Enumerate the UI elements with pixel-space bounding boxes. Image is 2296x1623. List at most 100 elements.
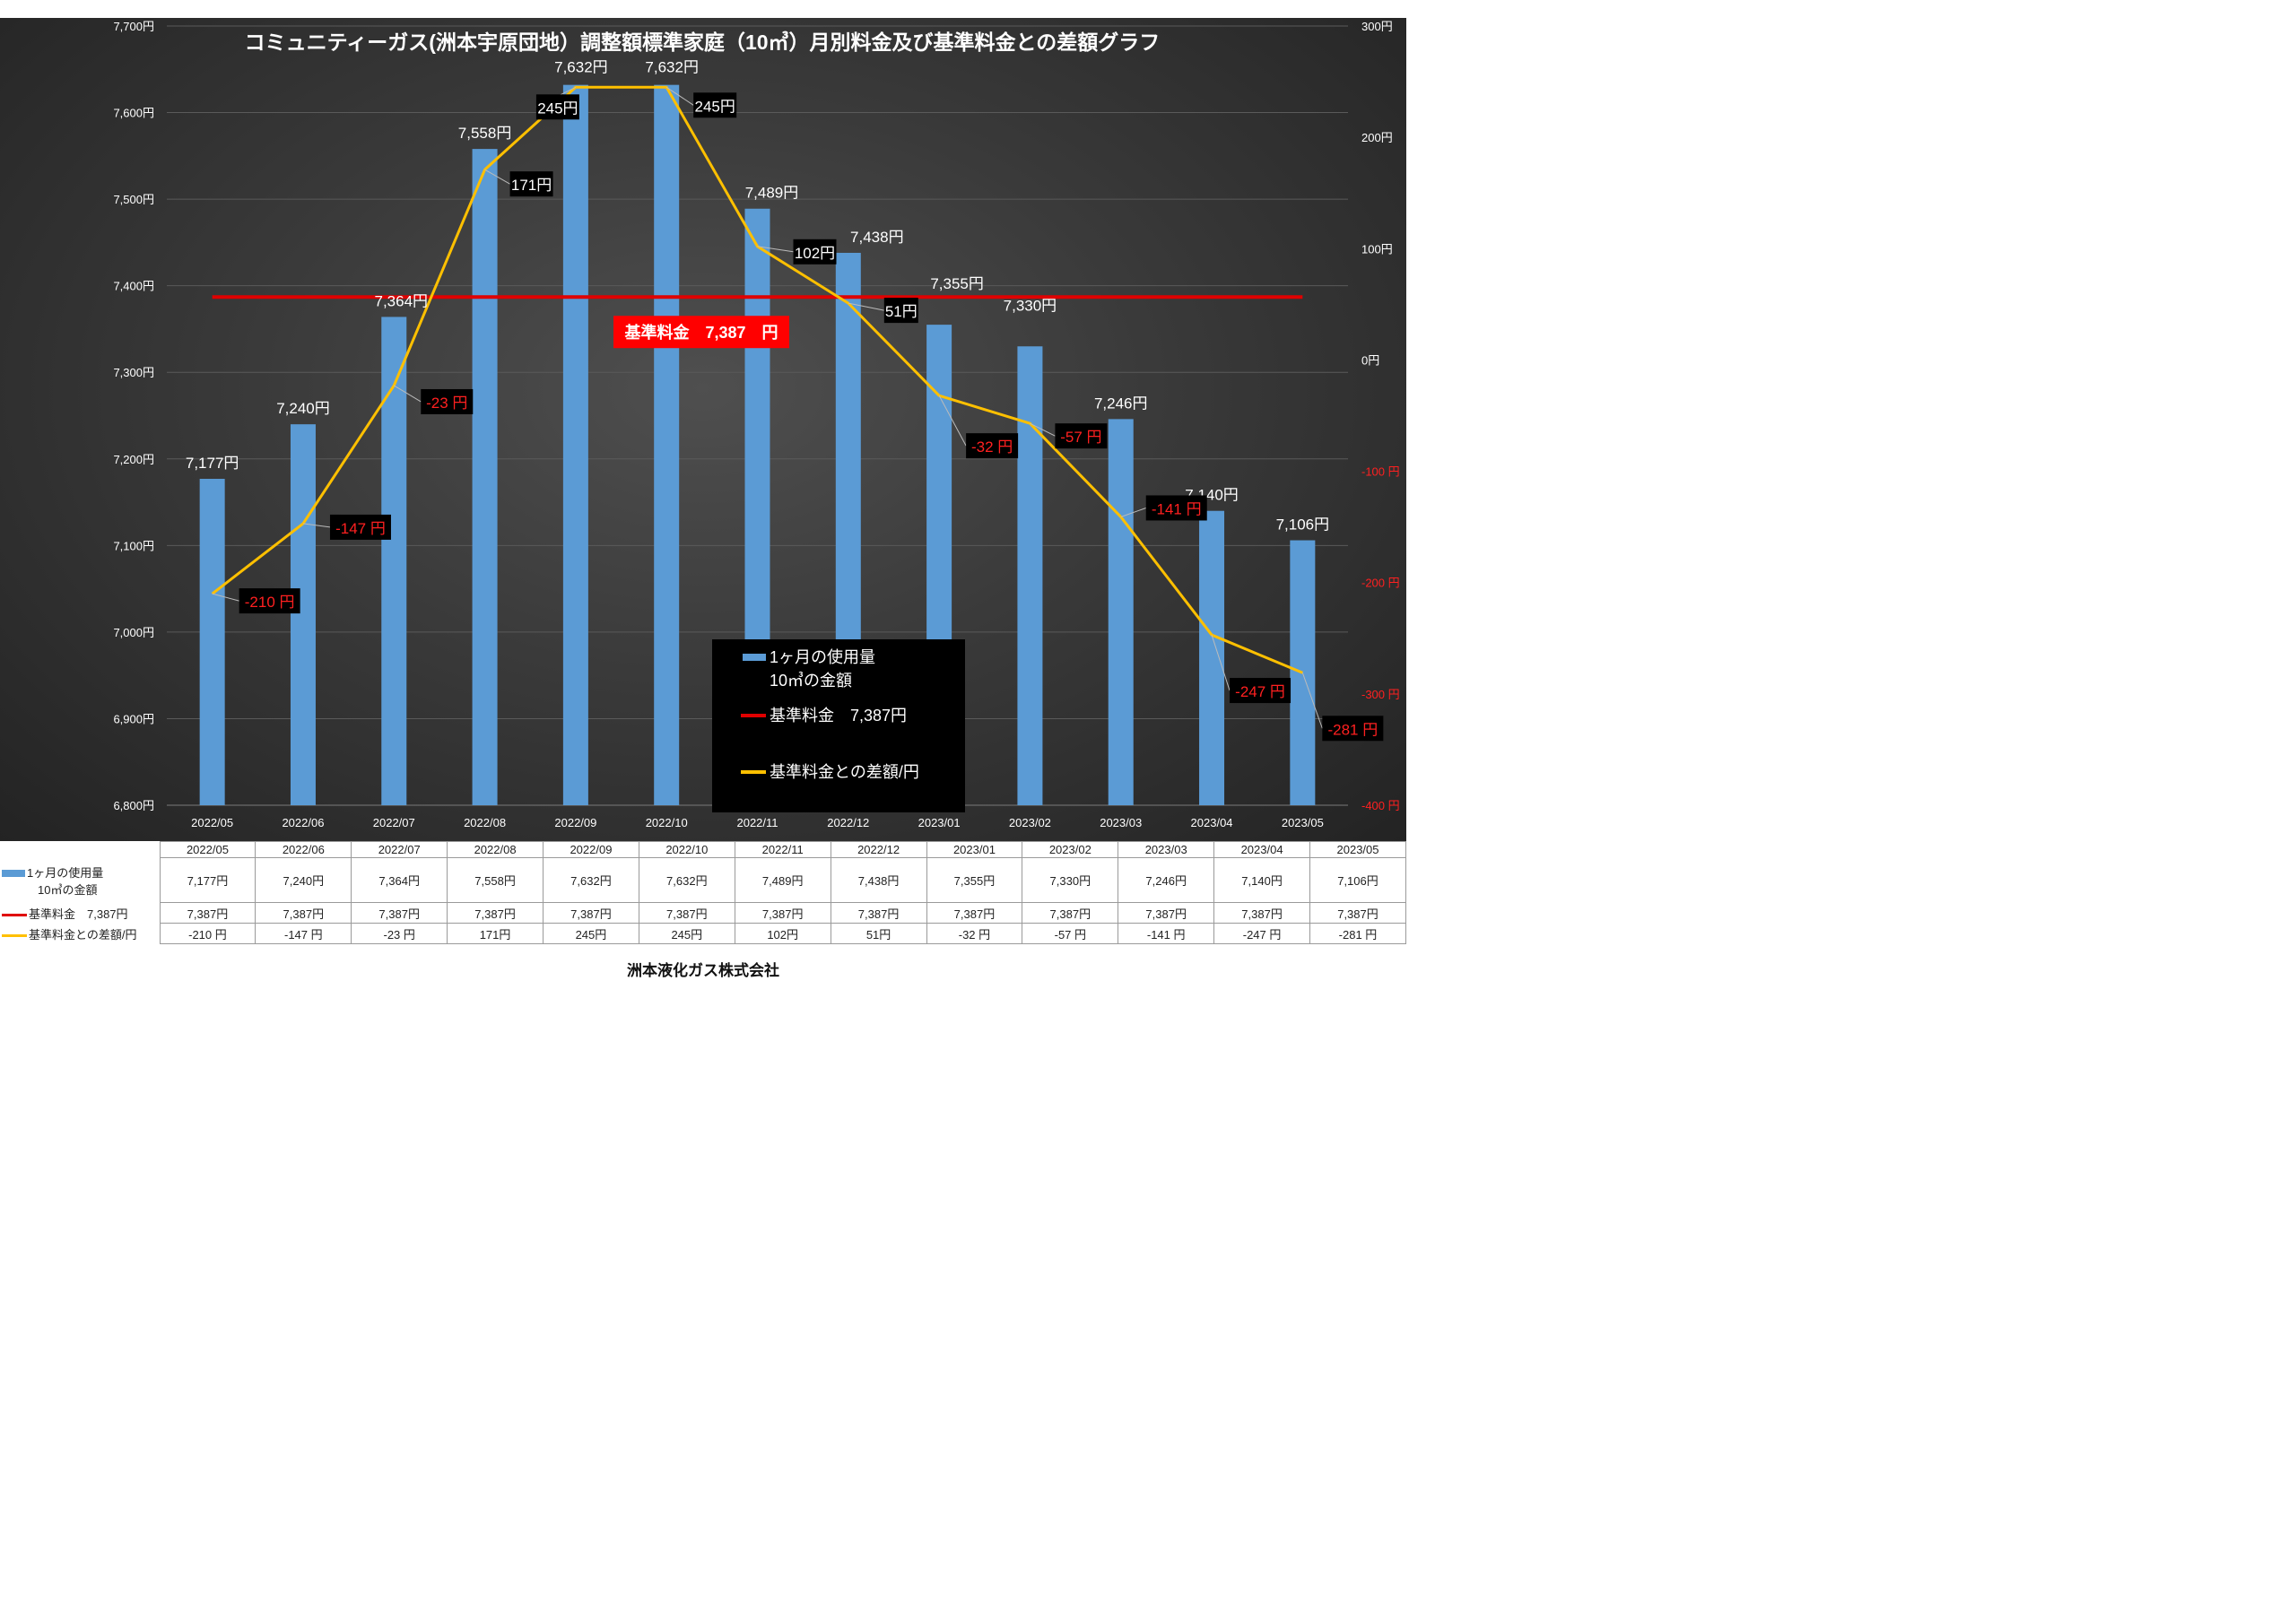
table-header-cell: 2022/05 (159, 841, 257, 858)
bar (472, 149, 498, 805)
table-cell: -141 円 (1118, 923, 1215, 944)
company-name: 洲本液化ガス株式会社 (627, 962, 779, 979)
table-header-cell: 2022/12 (830, 841, 927, 858)
difference-label: 245円 (695, 98, 735, 115)
legend-bar-label-line2: 10㎥の金額 (770, 672, 852, 690)
legend-bar-swatch (743, 654, 766, 661)
table-header-cell: 2022/11 (734, 841, 831, 858)
table-cell: 7,387円 (926, 902, 1023, 924)
difference-leader-line (1301, 673, 1323, 729)
difference-leader-line (757, 246, 794, 253)
bar-value-label: 7,355円 (930, 275, 984, 292)
y-right-tick-label: -400 円 (1361, 799, 1400, 812)
bar (290, 424, 316, 805)
difference-leader-line (1030, 422, 1056, 437)
bar-value-label: 7,632円 (554, 59, 608, 76)
bar (381, 317, 407, 806)
table-cell: 7,387円 (638, 902, 735, 924)
y-right-tick-label: -300 円 (1361, 688, 1400, 701)
difference-label-box (693, 92, 737, 118)
table-cell: 7,246円 (1118, 857, 1215, 903)
x-tick-label: 2022/11 (736, 816, 778, 829)
table-row: 1ヶ月の使用量 10㎥の金額 7,177円 7,240円 7,364円 7,558円 7,6… (0, 857, 1406, 903)
difference-label-box (1230, 678, 1292, 704)
table-cell: 7,387円 (1118, 902, 1215, 924)
chart-title: コミュニティーガス(洲本宇原団地）調整額標準家庭（10㎥）月別料金及び基準料金と… (245, 30, 1161, 54)
difference-label-box (329, 514, 391, 540)
x-tick-label: 2022/12 (827, 816, 869, 829)
table-cell: -147 円 (255, 923, 352, 944)
table-cell: 7,632円 (543, 857, 639, 903)
x-tick-label: 2023/01 (918, 816, 961, 829)
table-cell: 7,632円 (638, 857, 735, 903)
difference-label: -32 円 (971, 438, 1013, 456)
table-cell: 7,387円 (447, 902, 544, 924)
bar (199, 478, 225, 805)
y-left-tick-label: 6,900円 (113, 712, 154, 725)
table-cell: 7,489円 (734, 857, 831, 903)
difference-label-box (1055, 423, 1108, 449)
difference-leader-line (484, 169, 510, 185)
difference-label: -281 円 (1327, 721, 1378, 738)
chart-background (0, 18, 1406, 841)
y-left-tick-label: 7,600円 (113, 107, 154, 120)
data-table: 2022/05 2022/06 2022/07 2022/08 2022/09 2022/… (0, 841, 1406, 944)
y-right-tick-label: -100 円 (1361, 465, 1400, 479)
y-left-tick-label: 7,300円 (113, 366, 154, 379)
difference-label: -23 円 (426, 395, 467, 412)
difference-label-box (793, 239, 837, 265)
table-row-label: 1ヶ月の使用量 10㎥の金額 (0, 858, 160, 903)
difference-leader-line (665, 86, 694, 106)
table-row: 基準料金 7,387円 7,387円 7,387円 7,387円 7,387円 7,387… (0, 902, 1406, 924)
x-tick-label: 2022/10 (646, 816, 688, 829)
table-cell: 7,387円 (351, 902, 448, 924)
legend-bar-label-line1: 1ヶ月の使用量 (770, 648, 875, 666)
y-right-tick-label: 300円 (1361, 20, 1393, 33)
table-cell: -247 円 (1213, 923, 1310, 944)
difference-label: -147 円 (335, 520, 386, 537)
table-cell: 7,364円 (351, 857, 448, 903)
table-cell: 102円 (734, 923, 831, 944)
bar-value-label: 7,246円 (1094, 395, 1148, 412)
difference-label: 51円 (885, 303, 918, 320)
x-tick-label: 2022/05 (191, 816, 233, 829)
difference-label-box (1145, 495, 1207, 521)
difference-label-box (535, 94, 579, 120)
table-cell: 7,387円 (734, 902, 831, 924)
difference-label: 245円 (537, 100, 578, 117)
table-cell: 7,387円 (1022, 902, 1119, 924)
y-left-tick-label: 7,500円 (113, 193, 154, 206)
table-cell: 51円 (830, 923, 927, 944)
x-tick-label: 2022/07 (373, 816, 415, 829)
y-right-tick-label: 100円 (1361, 242, 1393, 256)
table-header-cell: 2022/06 (255, 841, 352, 858)
table-cell: 7,387円 (543, 902, 639, 924)
table-header-cell: 2023/01 (926, 841, 1023, 858)
difference-label: -247 円 (1235, 683, 1285, 700)
difference-label-box (239, 588, 300, 614)
base-price-label: 基準料金 7,387 円 (623, 323, 778, 342)
difference-leader-line (394, 385, 422, 403)
bar-value-label: 7,438円 (850, 229, 904, 246)
table-cell: 171円 (447, 923, 544, 944)
bar-value-label: 7,106円 (1276, 516, 1330, 534)
difference-label-box (883, 298, 918, 324)
bar (562, 84, 588, 805)
y-right-tick-label: 200円 (1361, 131, 1393, 144)
table-cell: 7,240円 (255, 857, 352, 903)
table-row: 基準料金との差額/円 -210 円 -147 円 -23 円 171円 245円 245円 1… (0, 923, 1406, 944)
bar-value-label: 7,558円 (458, 125, 512, 142)
base-price-label-box (613, 316, 789, 349)
difference-label-box (966, 433, 1019, 459)
bar (1017, 346, 1043, 805)
bar (654, 84, 680, 805)
legend-box (712, 639, 965, 812)
difference-leader-line (938, 395, 967, 447)
difference-label: -210 円 (245, 594, 295, 611)
table-cell: -281 円 (1309, 923, 1406, 944)
bar-value-label: 7,489円 (745, 185, 799, 202)
difference-label: -57 円 (1060, 429, 1101, 446)
x-tick-label: 2022/06 (282, 816, 324, 829)
difference-leader-line (302, 523, 331, 528)
chart: 6,800円 6,900円 7,000円 7,100円 7,200円 7,300円 7,40… (113, 20, 1400, 829)
